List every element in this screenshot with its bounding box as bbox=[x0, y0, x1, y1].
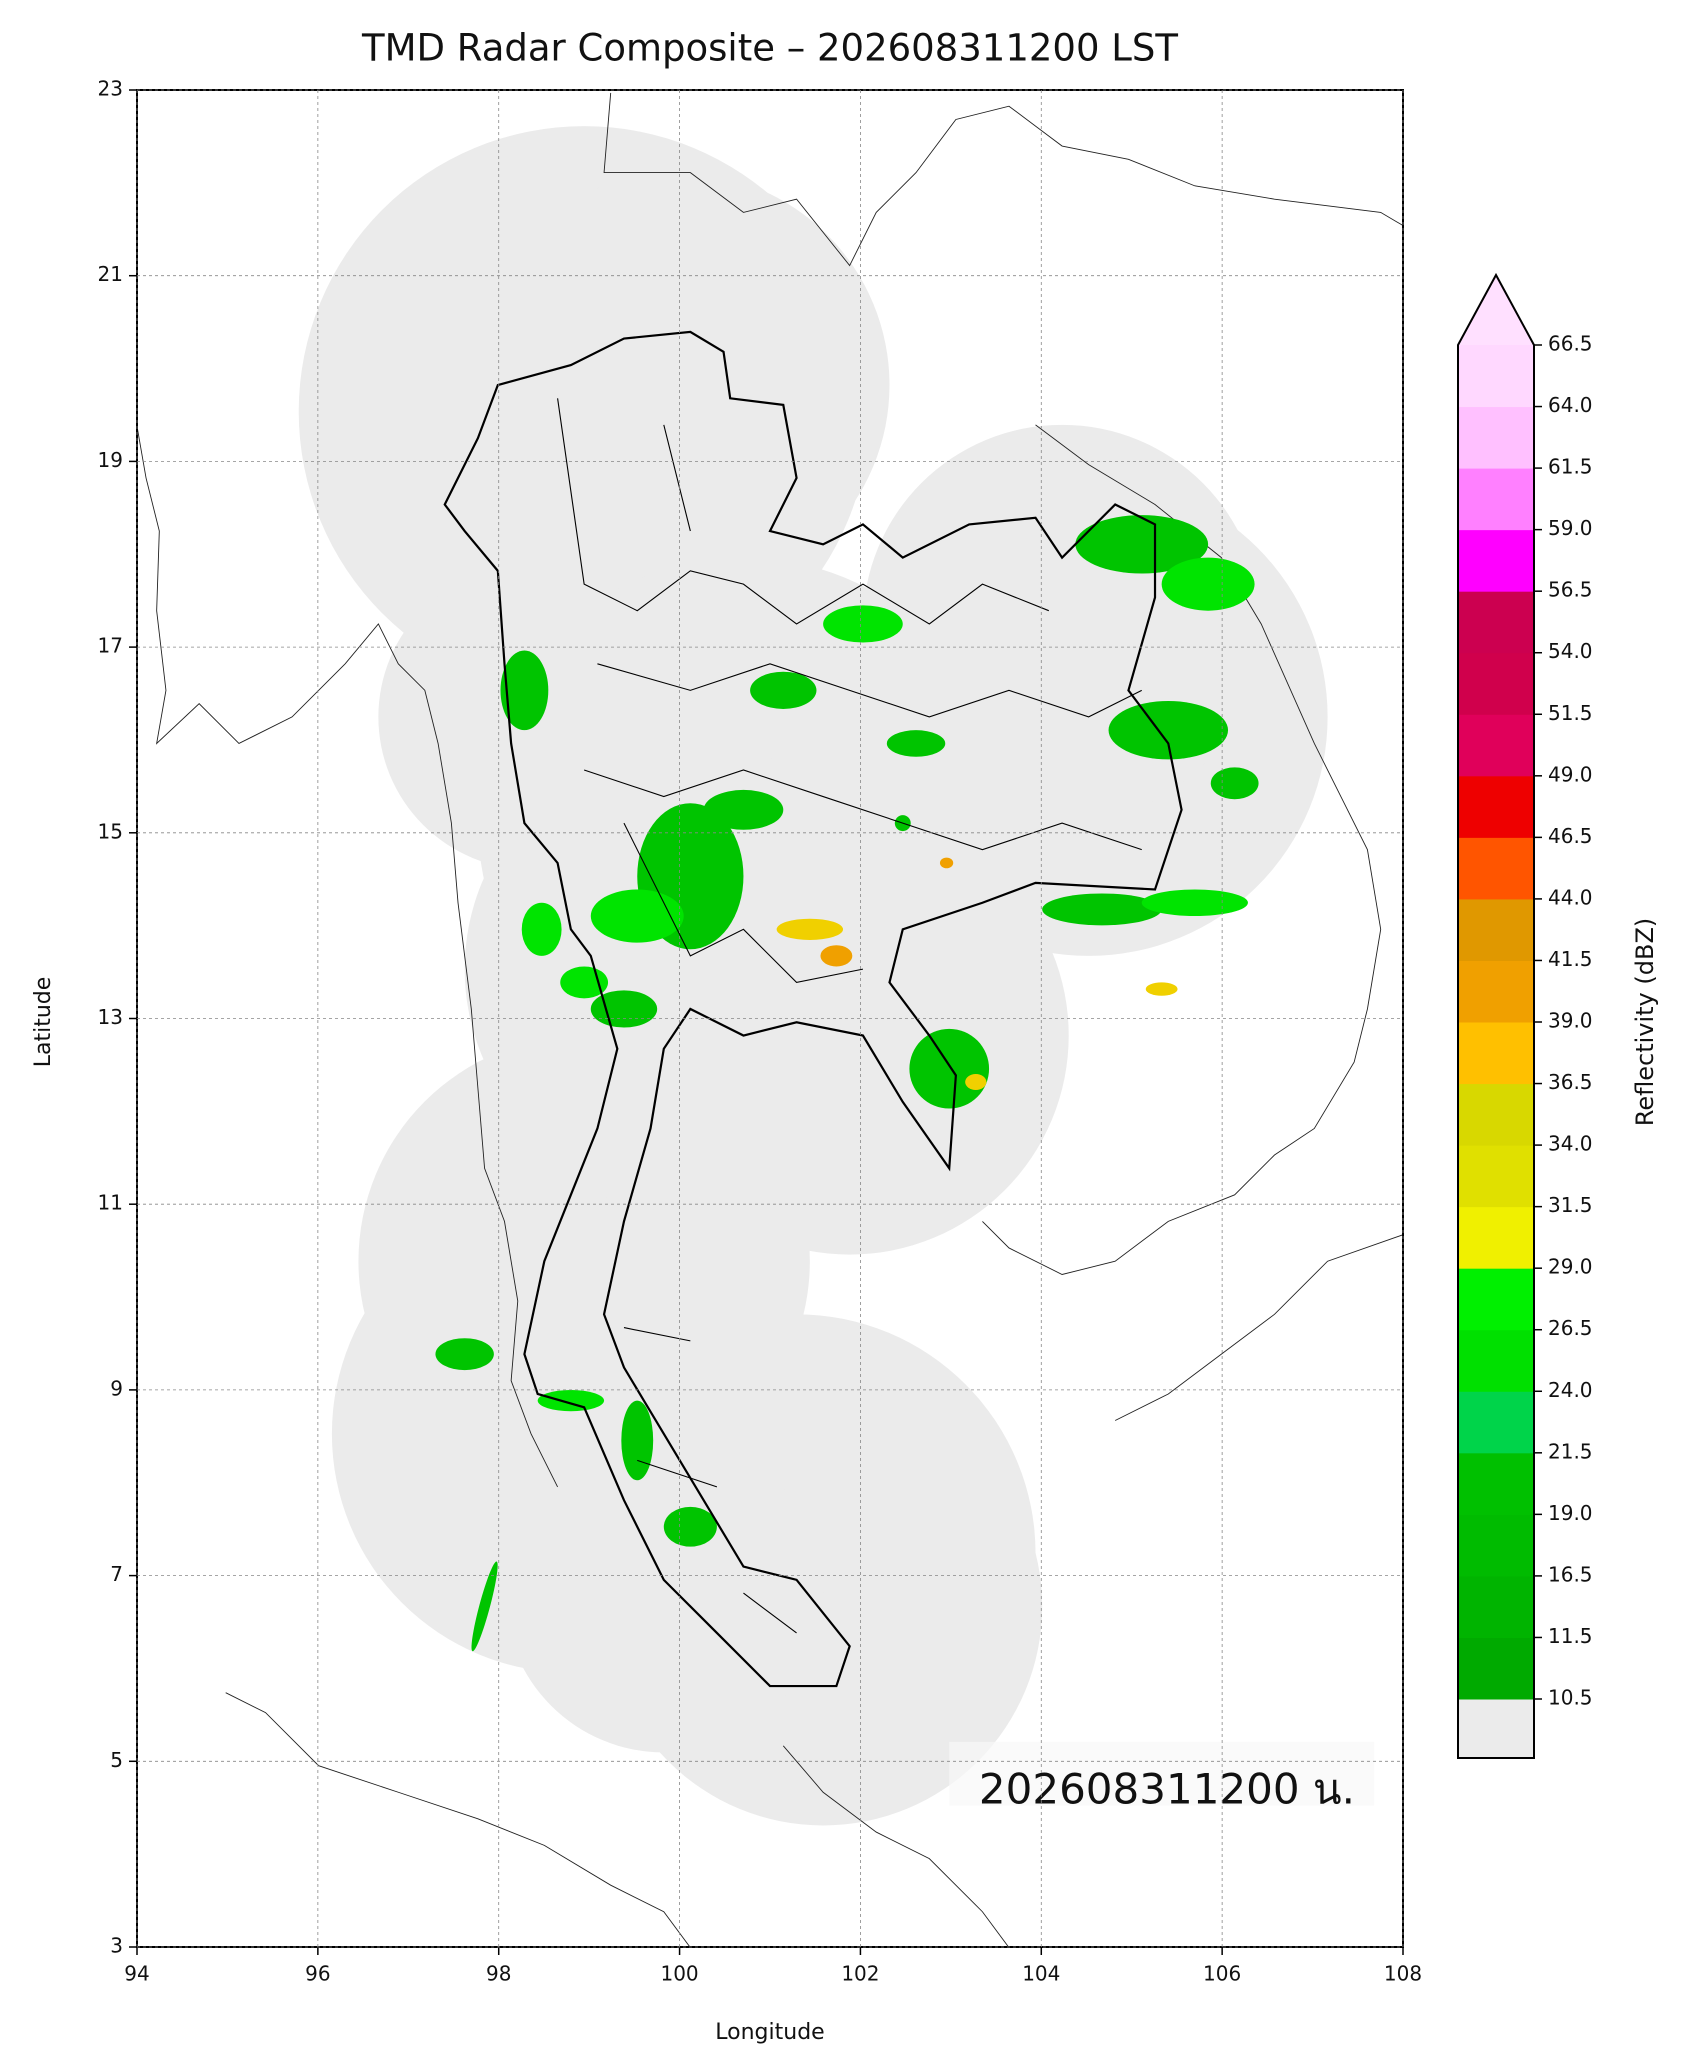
colorbar-tick-label: 46.5 bbox=[1548, 824, 1593, 848]
y-tick-label: 9 bbox=[110, 1376, 123, 1400]
coastlines bbox=[137, 93, 1404, 1948]
colorbar-tick-label: 54.0 bbox=[1548, 639, 1593, 663]
y-tick-label: 3 bbox=[110, 1934, 123, 1958]
colorbar-tick-label: 44.0 bbox=[1548, 885, 1593, 909]
timestamp-annotation: 202608311200 น. bbox=[979, 1765, 1355, 1814]
x-tick-label: 104 bbox=[1022, 1962, 1060, 1986]
colorbar-band bbox=[1458, 591, 1534, 654]
colorbar-tick-label: 56.5 bbox=[1548, 578, 1593, 602]
colorbar-tick-label: 59.0 bbox=[1548, 516, 1593, 540]
colorbar-tick-label: 10.5 bbox=[1548, 1686, 1593, 1710]
y-tick-label: 23 bbox=[98, 77, 123, 101]
x-tick-label: 100 bbox=[660, 1962, 698, 1986]
colorbar-band bbox=[1458, 898, 1534, 961]
y-axis-label: Latitude bbox=[31, 977, 56, 1068]
colorbar-outline bbox=[1457, 272, 1535, 1759]
y-tick-label: 11 bbox=[98, 1191, 123, 1215]
colorbar-band bbox=[1458, 1268, 1534, 1331]
colorbar-extension bbox=[1458, 275, 1534, 345]
colorbar-band bbox=[1458, 1391, 1534, 1454]
colorbar-band bbox=[1458, 960, 1534, 1023]
map-layers bbox=[137, 93, 1404, 1948]
x-axis-label: Longitude bbox=[715, 2020, 824, 2045]
colorbar-band bbox=[1458, 1083, 1534, 1146]
colorbar-under bbox=[1458, 1699, 1534, 1758]
colorbar-band bbox=[1458, 1022, 1534, 1085]
colorbar-band bbox=[1458, 837, 1534, 900]
colorbar-band bbox=[1458, 1329, 1534, 1392]
colorbar-tick-label: 61.5 bbox=[1548, 455, 1593, 479]
colorbar-band bbox=[1458, 775, 1534, 838]
y-tick-label: 15 bbox=[98, 819, 123, 843]
x-tick-label: 108 bbox=[1384, 1962, 1422, 1986]
colorbar-tick-label: 39.0 bbox=[1548, 1009, 1593, 1033]
colorbar-band bbox=[1458, 1514, 1534, 1577]
colorbar-tick-label: 64.0 bbox=[1548, 393, 1593, 417]
radar-coverage bbox=[298, 126, 1328, 1826]
colorbar-band bbox=[1458, 529, 1534, 592]
colorbar-tick-label: 24.0 bbox=[1548, 1378, 1593, 1402]
colorbar-band bbox=[1458, 652, 1534, 715]
borders bbox=[445, 332, 1182, 1686]
colorbar-tick-label: 26.5 bbox=[1548, 1316, 1593, 1340]
colorbar-tick-label: 11.5 bbox=[1548, 1624, 1593, 1648]
colorbar-tick-label: 66.5 bbox=[1548, 332, 1593, 356]
x-tick-label: 94 bbox=[124, 1962, 149, 1986]
colorbar-tick-label: 41.5 bbox=[1548, 947, 1593, 971]
colorbar-tick-label: 16.5 bbox=[1548, 1562, 1593, 1586]
colorbar-band bbox=[1458, 1145, 1534, 1208]
x-tick-label: 96 bbox=[305, 1962, 330, 1986]
colorbar-tick-label: 19.0 bbox=[1548, 1501, 1593, 1525]
x-tick-label: 106 bbox=[1203, 1962, 1241, 1986]
colorbar-tick-label: 34.0 bbox=[1548, 1132, 1593, 1156]
y-tick-label: 17 bbox=[98, 634, 123, 658]
colorbar-band bbox=[1458, 1575, 1534, 1638]
annotation-background bbox=[949, 1741, 1375, 1806]
colorbar-band bbox=[1458, 345, 1534, 408]
colorbar-tick-label: 49.0 bbox=[1548, 762, 1593, 786]
colorbar-label: Reflectivity (dBZ) bbox=[1631, 918, 1659, 1127]
y-tick-label: 7 bbox=[110, 1562, 123, 1586]
colorbar-tick-label: 51.5 bbox=[1548, 701, 1593, 725]
colorbar-band bbox=[1458, 1452, 1534, 1515]
map-title: TMD Radar Composite – 202608311200 LST bbox=[361, 27, 1178, 70]
radar-echoes bbox=[435, 515, 1259, 1652]
colorbar-band bbox=[1458, 468, 1534, 531]
y-tick-label: 21 bbox=[98, 262, 123, 286]
map-area bbox=[137, 93, 1404, 1948]
y-tick-label: 13 bbox=[98, 1005, 123, 1029]
colorbar-tick-label: 21.5 bbox=[1548, 1439, 1593, 1463]
colorbar-band bbox=[1458, 1637, 1534, 1700]
colorbar-band bbox=[1458, 714, 1534, 777]
colorbar-band bbox=[1458, 1206, 1534, 1269]
colorbar-band bbox=[1458, 406, 1534, 469]
x-tick-label: 98 bbox=[486, 1962, 511, 1986]
y-tick-label: 19 bbox=[98, 448, 123, 472]
colorbar-tick-label: 36.5 bbox=[1548, 1070, 1593, 1094]
colorbar-tick-label: 31.5 bbox=[1548, 1193, 1593, 1217]
x-tick-label: 102 bbox=[841, 1962, 879, 1986]
colorbar-tick-label: 29.0 bbox=[1548, 1255, 1593, 1279]
y-tick-label: 5 bbox=[110, 1748, 123, 1772]
